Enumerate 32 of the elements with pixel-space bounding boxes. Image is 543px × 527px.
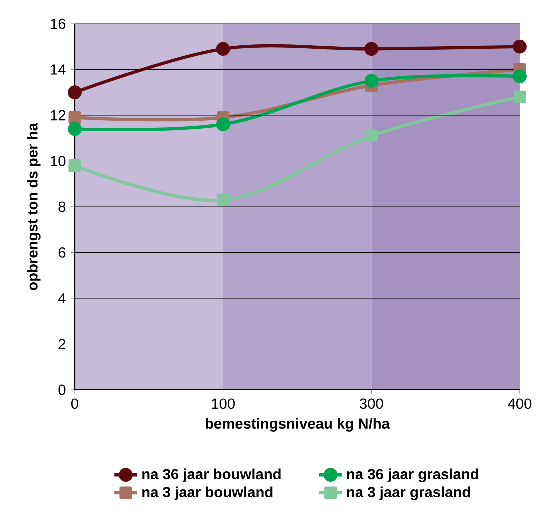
legend-label: na 3 jaar grasland: [347, 486, 470, 500]
y-tick-label: 4: [58, 293, 66, 304]
legend-label: na 36 jaar grasland: [347, 468, 478, 483]
point: [217, 194, 230, 206]
point: [514, 90, 526, 104]
point: [365, 130, 378, 142]
point: [513, 70, 527, 84]
legend-label: na 36 jaar bouwland: [142, 468, 281, 482]
point: [513, 40, 527, 54]
x-axis-title: bemestingsniveau kg N/ha: [206, 418, 390, 432]
y-tick-label: 2: [58, 339, 66, 350]
point: [364, 74, 379, 88]
y-tick-label: 10: [51, 156, 66, 166]
point: [216, 42, 230, 56]
point: [68, 160, 82, 172]
y-tick-label: 12: [51, 110, 66, 121]
point: [68, 122, 82, 136]
x-tick-label: 100: [212, 398, 235, 410]
y-tick-label: 14: [51, 64, 66, 75]
y-tick-label: 0: [58, 384, 66, 396]
x-tick-label: 0: [71, 398, 78, 410]
point: [68, 86, 82, 100]
y-axis-title: opbrengst ton ds per ha: [27, 122, 41, 290]
x-tick-label: 300: [360, 398, 384, 410]
point: [364, 42, 379, 56]
point: [216, 118, 230, 132]
point: [68, 112, 82, 124]
x-tick-label: 400: [508, 398, 532, 410]
legend-label: na 3 jaar bouwland: [142, 486, 273, 500]
y-tick-label: 8: [58, 202, 66, 212]
y-tick-label: 16: [51, 18, 66, 30]
y-tick-label: 6: [58, 248, 66, 258]
